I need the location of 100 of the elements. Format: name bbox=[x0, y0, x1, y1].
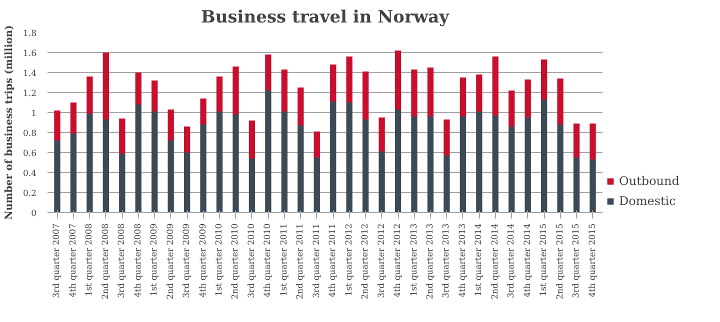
bar bbox=[232, 66, 239, 114]
bar bbox=[70, 102, 77, 134]
bar bbox=[346, 56, 352, 102]
bar bbox=[168, 140, 174, 212]
bar bbox=[476, 74, 482, 112]
x-tick-label: 1st quarter 2011 bbox=[279, 223, 290, 296]
bar bbox=[216, 76, 223, 112]
bar bbox=[330, 102, 336, 212]
x-tick-label: 2nd quarter 2015 bbox=[555, 223, 566, 300]
bar bbox=[168, 110, 174, 140]
bar bbox=[152, 112, 158, 212]
bar bbox=[362, 120, 369, 212]
x-tick-label: 3rd quarter 2011 bbox=[312, 223, 322, 298]
bar bbox=[394, 110, 402, 212]
y-tick-label: 1.8 bbox=[22, 29, 37, 39]
x-tick-label: 3rd quarter 2014 bbox=[506, 223, 517, 298]
bar bbox=[378, 152, 385, 212]
x-tick-label: 1st quarter 2014 bbox=[474, 223, 484, 296]
bar bbox=[524, 80, 531, 118]
bar bbox=[281, 112, 288, 212]
bar bbox=[460, 116, 466, 212]
x-tick-label: 1st quarter 2012 bbox=[344, 223, 354, 296]
bar bbox=[200, 98, 206, 124]
x-tick-label: 3rd quarter 2007 bbox=[52, 223, 62, 298]
bar bbox=[411, 70, 418, 116]
y-tick-label: 0.6 bbox=[22, 149, 37, 159]
x-tick-label: 4th quarter 2015 bbox=[588, 224, 598, 298]
x-tick-label: 3rd quarter 2012 bbox=[376, 223, 387, 298]
y-tick-label: 0 bbox=[31, 209, 37, 219]
y-tick-label: 0.8 bbox=[22, 129, 37, 139]
bar bbox=[265, 90, 272, 212]
bar bbox=[540, 100, 548, 212]
bar bbox=[152, 80, 158, 112]
bar bbox=[298, 126, 304, 212]
x-tick-label: 4th quarter 2007 bbox=[68, 224, 78, 298]
x-tick-label: 3rd quarter 2009 bbox=[182, 223, 192, 298]
bar bbox=[492, 116, 498, 212]
bar bbox=[314, 158, 320, 212]
x-tick-label: 4th quarter 2013 bbox=[458, 224, 468, 298]
x-tick-label: 4th quarter 2010 bbox=[263, 224, 274, 298]
bar bbox=[86, 76, 93, 114]
bar bbox=[492, 56, 498, 116]
bar bbox=[54, 140, 60, 212]
bar bbox=[248, 120, 256, 158]
bar bbox=[444, 156, 450, 212]
bar bbox=[573, 158, 580, 212]
bar bbox=[330, 64, 336, 102]
x-tick-label: 4th quarter 2008 bbox=[133, 224, 144, 298]
x-tick-label: 3rd quarter 2013 bbox=[442, 223, 452, 298]
bar bbox=[135, 72, 142, 104]
bar bbox=[460, 78, 466, 116]
bar bbox=[508, 126, 515, 212]
legend-label: Domestic bbox=[619, 194, 676, 208]
bar bbox=[378, 118, 385, 152]
bar bbox=[557, 78, 564, 124]
bar bbox=[557, 124, 564, 212]
bar bbox=[411, 116, 418, 212]
bar bbox=[394, 50, 402, 110]
bar bbox=[102, 120, 110, 212]
y-tick-label: 1 bbox=[31, 109, 37, 119]
bar bbox=[427, 68, 434, 116]
bar bbox=[70, 134, 77, 212]
x-tick-label: 1st quarter 2013 bbox=[409, 223, 420, 296]
x-tick-label: 2nd quarter 2012 bbox=[360, 223, 371, 300]
x-tick-label: 1st quarter 2010 bbox=[214, 223, 225, 296]
x-tick-label: 1st quarter 2009 bbox=[150, 223, 160, 296]
x-tick-label: 1st quarter 2015 bbox=[539, 223, 550, 296]
bar bbox=[590, 124, 596, 160]
bar bbox=[427, 116, 434, 212]
bar bbox=[573, 124, 580, 158]
y-tick-label: 1.6 bbox=[22, 49, 37, 59]
y-axis-title: Number of business trips (million) bbox=[4, 25, 15, 220]
bar bbox=[248, 158, 256, 212]
bar bbox=[298, 88, 304, 126]
x-tick-label: 2nd quarter 2011 bbox=[296, 223, 306, 300]
bar bbox=[444, 120, 450, 156]
chart-title: Business travel in Norway bbox=[201, 8, 450, 28]
x-tick-label: 3rd quarter 2015 bbox=[572, 223, 582, 298]
bar bbox=[102, 52, 110, 120]
bar bbox=[232, 114, 239, 212]
bar bbox=[540, 60, 548, 100]
x-tick-label: 4th quarter 2009 bbox=[198, 224, 208, 298]
x-tick-label: 2nd quarter 2010 bbox=[230, 223, 241, 300]
x-tick-label: 4th quarter 2012 bbox=[393, 224, 404, 298]
x-tick-label: 3rd quarter 2008 bbox=[117, 223, 128, 298]
x-tick-label: 2nd quarter 2008 bbox=[100, 223, 111, 300]
bar bbox=[54, 110, 60, 140]
bar bbox=[346, 102, 352, 212]
bar bbox=[119, 118, 126, 154]
legend-label: Outbound bbox=[619, 174, 680, 188]
bar bbox=[265, 54, 272, 90]
bar bbox=[590, 160, 596, 212]
x-tick-label: 2nd quarter 2014 bbox=[490, 223, 500, 300]
y-tick-label: 1.2 bbox=[22, 89, 37, 99]
bar bbox=[476, 112, 482, 212]
bar bbox=[86, 114, 93, 212]
x-tick-label: 2nd quarter 2009 bbox=[166, 223, 176, 300]
bar bbox=[184, 152, 190, 212]
y-tick-label: 0.2 bbox=[22, 189, 37, 199]
x-tick-label: 3rd quarter 2010 bbox=[246, 223, 257, 298]
